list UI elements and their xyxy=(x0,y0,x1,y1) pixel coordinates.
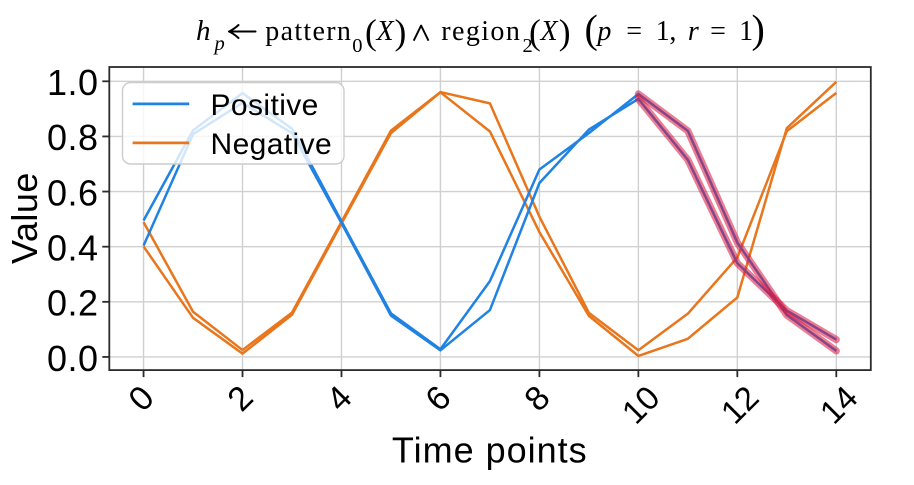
svg-text:X: X xyxy=(540,16,559,47)
svg-text:=: = xyxy=(626,16,642,47)
svg-text:Value: Value xyxy=(4,172,45,264)
svg-text:X: X xyxy=(376,16,395,47)
svg-text:0.4: 0.4 xyxy=(47,227,99,268)
svg-text:): ) xyxy=(752,6,765,51)
svg-text:(: ( xyxy=(529,12,541,52)
svg-text:0.2: 0.2 xyxy=(47,283,99,324)
svg-text:1: 1 xyxy=(739,16,753,47)
svg-text:0.8: 0.8 xyxy=(47,117,99,158)
svg-text:pattern: pattern xyxy=(265,16,352,47)
svg-text:0.0: 0.0 xyxy=(47,338,99,379)
svg-text:0.6: 0.6 xyxy=(47,172,99,213)
svg-text:Time points: Time points xyxy=(392,430,588,471)
svg-text:Negative: Negative xyxy=(211,128,333,161)
svg-text:0: 0 xyxy=(352,35,362,57)
svg-text:=: = xyxy=(710,16,726,47)
svg-text:r: r xyxy=(688,16,699,47)
svg-text:region: region xyxy=(441,16,521,47)
svg-text:2: 2 xyxy=(523,35,533,57)
svg-text:h: h xyxy=(196,15,211,47)
svg-text:(: ( xyxy=(585,6,598,51)
svg-text:1: 1 xyxy=(656,16,670,47)
svg-text:,: , xyxy=(669,16,676,47)
svg-text:): ) xyxy=(559,12,571,52)
svg-text:): ) xyxy=(395,12,407,52)
svg-text:1.0: 1.0 xyxy=(47,62,99,103)
svg-text:(: ( xyxy=(365,12,377,52)
svg-text:Positive: Positive xyxy=(211,89,319,122)
svg-text:p: p xyxy=(213,33,225,55)
svg-text:p: p xyxy=(595,16,611,47)
